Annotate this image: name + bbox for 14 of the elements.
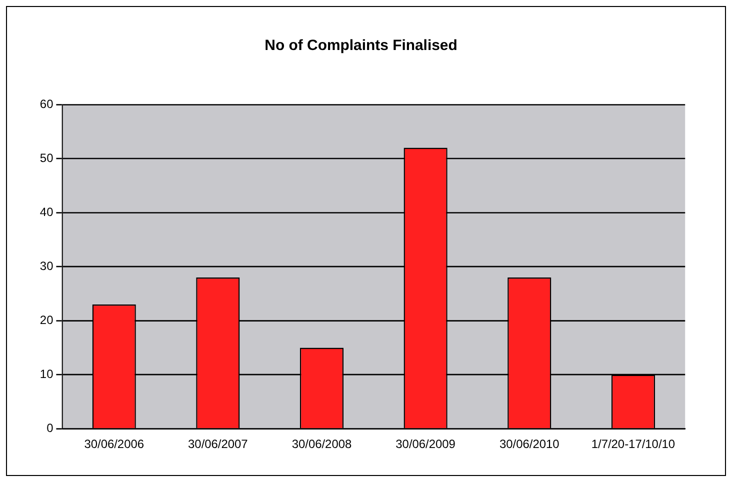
y-tick-label: 60	[40, 96, 54, 111]
x-tick-label: 1/7/20-17/10/10	[591, 437, 676, 452]
y-tick-label: 10	[40, 367, 54, 382]
x-tick-label: 30/06/2010	[499, 437, 560, 452]
x-tick-label: 30/06/2007	[188, 437, 248, 452]
y-tick-label: 30	[40, 258, 54, 273]
chart-title: No of Complaints Finalised	[264, 36, 458, 54]
x-tick-label: 30/06/2008	[292, 437, 352, 452]
y-tick-label: 50	[40, 150, 54, 165]
x-tick-label: 30/06/2009	[396, 437, 456, 452]
x-tick-label: 30/06/2006	[84, 437, 144, 452]
y-tick-label: 20	[40, 313, 54, 328]
y-tick-label: 0	[46, 421, 54, 436]
y-tick-label: 40	[40, 204, 54, 219]
